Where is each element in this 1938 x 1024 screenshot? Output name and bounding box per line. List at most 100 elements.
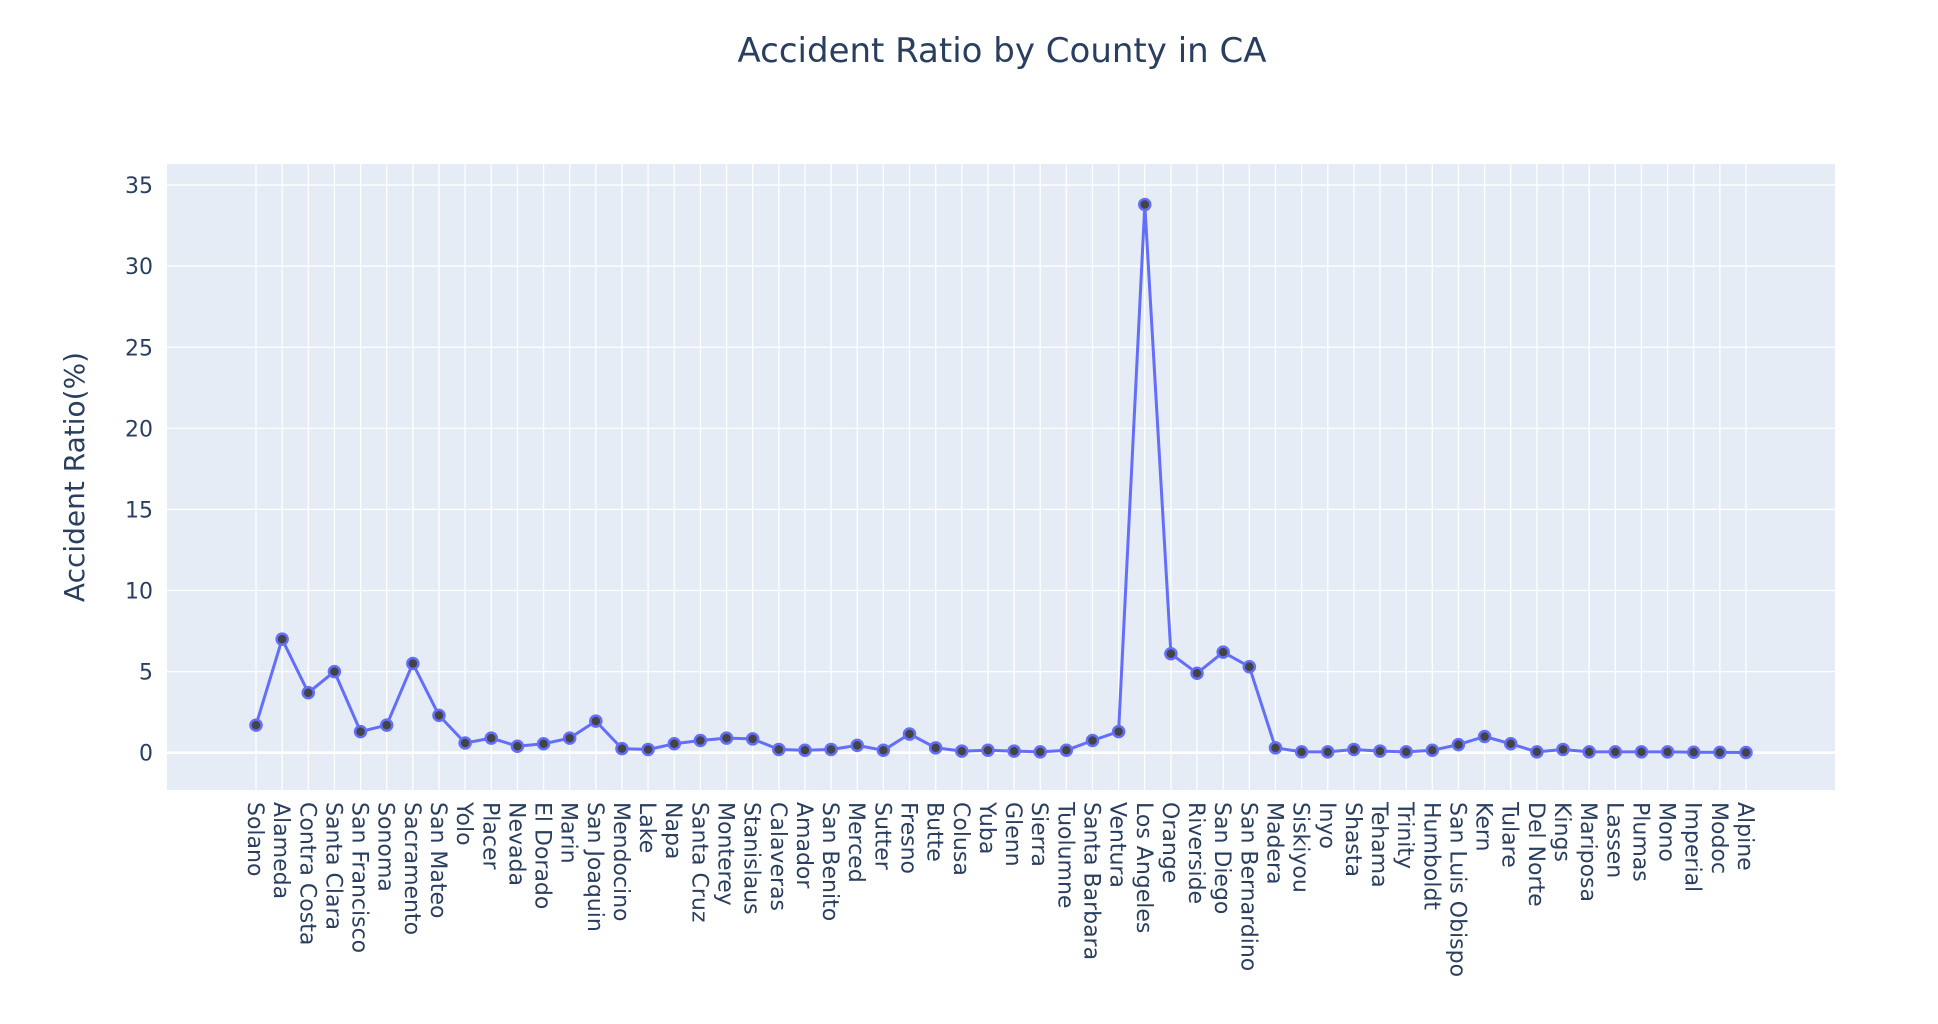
data-point <box>1190 666 1204 680</box>
data-point <box>1425 743 1440 758</box>
y-tick-label: 20 <box>125 417 153 442</box>
x-tick-label: San Luis Obispo <box>1445 802 1470 977</box>
x-tick-label: El Dorado <box>530 802 555 909</box>
data-point <box>1268 741 1283 755</box>
x-tick-label: Sacramento <box>399 802 424 935</box>
x-tick-label: Riverside <box>1183 802 1208 904</box>
x-tick-label: Calaveras <box>765 802 790 911</box>
data-point <box>1451 737 1466 752</box>
data-point <box>1608 745 1623 759</box>
x-tick-label: Nevada <box>503 802 528 886</box>
y-tick-label: 15 <box>125 498 153 523</box>
x-tick-label: San Francisco <box>347 802 372 953</box>
data-point <box>1111 724 1126 739</box>
series-line <box>254 203 1747 754</box>
x-tick-label: Placer <box>477 802 502 870</box>
x-tick-label: Santa Barbara <box>1079 802 1104 960</box>
data-point <box>693 733 708 748</box>
x-tick-label: Tehama <box>1366 801 1391 888</box>
data-point <box>1138 197 1152 212</box>
data-point <box>1347 742 1361 757</box>
data-point <box>1399 745 1413 759</box>
data-point <box>955 744 969 758</box>
chart-title: Accident Ratio by County in CA <box>738 31 1267 71</box>
x-tick-label: Sutter <box>869 802 894 871</box>
data-point <box>536 737 551 751</box>
x-tick-label: Contra Costa <box>294 802 319 945</box>
data-point <box>1321 745 1335 759</box>
x-tick-label: Solano <box>242 802 267 876</box>
x-tick-label: Butte <box>922 802 947 862</box>
x-tick-label: Shasta <box>1340 802 1365 877</box>
y-tick-label: 5 <box>139 661 153 686</box>
data-point <box>641 742 655 757</box>
data-point <box>824 742 838 757</box>
data-point <box>1660 745 1675 759</box>
data-point <box>1739 745 1753 760</box>
data-point <box>1582 745 1596 759</box>
data-point <box>353 724 368 739</box>
y-tick-label: 35 <box>125 174 153 199</box>
x-tick-label: Mariposa <box>1575 802 1600 902</box>
data-point <box>719 731 734 745</box>
x-tick-label: San Mateo <box>425 802 450 918</box>
data-point <box>589 714 603 728</box>
data-point <box>1007 744 1021 758</box>
x-tick-label: Humboldt <box>1418 802 1443 910</box>
data-point <box>458 736 472 750</box>
data-point <box>1216 645 1230 659</box>
data-point <box>510 739 525 753</box>
x-tick-label: Orange <box>1157 802 1182 883</box>
y-axis-ticks: 0 5 10 15 20 25 30 35 <box>125 174 153 767</box>
y-tick-label: 0 <box>139 742 153 767</box>
data-point <box>981 743 995 758</box>
data-point <box>275 632 289 646</box>
x-tick-label: Stanislaus <box>739 802 764 915</box>
data-point <box>1085 733 1100 748</box>
data-point <box>484 731 499 745</box>
data-point <box>1033 745 1047 759</box>
data-point <box>1713 745 1727 760</box>
x-tick-label: Lake <box>634 802 659 853</box>
x-tick-label: Yolo <box>451 801 476 846</box>
x-tick-label: Lassen <box>1601 802 1626 878</box>
x-tick-label: Alpine <box>1732 802 1757 871</box>
x-tick-label: Amador <box>791 802 816 889</box>
x-tick-label: Colusa <box>948 802 973 876</box>
x-tick-label: San Diego <box>1209 802 1234 914</box>
x-tick-label: Plumas <box>1627 802 1652 882</box>
x-tick-label: Alameda <box>268 802 293 899</box>
x-tick-label: Los Angeles <box>1131 802 1156 933</box>
x-tick-label: Fresno <box>896 802 921 874</box>
data-point <box>1477 729 1492 744</box>
data-point <box>379 718 394 732</box>
x-tick-label: Siskiyou <box>1288 802 1313 893</box>
x-tick-label: Kings <box>1549 802 1574 862</box>
x-tick-label: Napa <box>660 802 685 859</box>
data-point <box>1530 745 1544 759</box>
x-tick-label: Tuolumne <box>1052 801 1077 908</box>
x-tick-label: Sierra <box>1026 802 1051 867</box>
data-point <box>1242 659 1257 674</box>
x-tick-label: Yuba <box>974 801 999 854</box>
x-axis-ticks: Solano Alameda Contra Costa Santa Clara San … <box>242 801 1757 977</box>
data-point <box>1556 742 1570 757</box>
x-tick-label: Mono <box>1654 802 1679 862</box>
data-point <box>667 737 681 751</box>
data-point <box>798 743 812 758</box>
series-layer <box>249 197 1753 760</box>
x-tick-label: Trinity <box>1392 801 1417 869</box>
x-tick-label: San Joaquin <box>582 802 607 932</box>
data-point <box>772 742 786 757</box>
data-point <box>1503 737 1518 751</box>
data-point <box>745 732 760 746</box>
x-tick-label: Santa Clara <box>320 802 345 930</box>
x-tick-label: Kern <box>1471 802 1496 851</box>
x-tick-label: Madera <box>1262 802 1287 885</box>
data-point <box>1294 745 1309 759</box>
x-tick-label: Santa Cruz <box>686 802 711 922</box>
x-tick-label: Marin <box>556 802 581 864</box>
data-point <box>928 741 943 755</box>
data-point <box>1634 745 1649 759</box>
